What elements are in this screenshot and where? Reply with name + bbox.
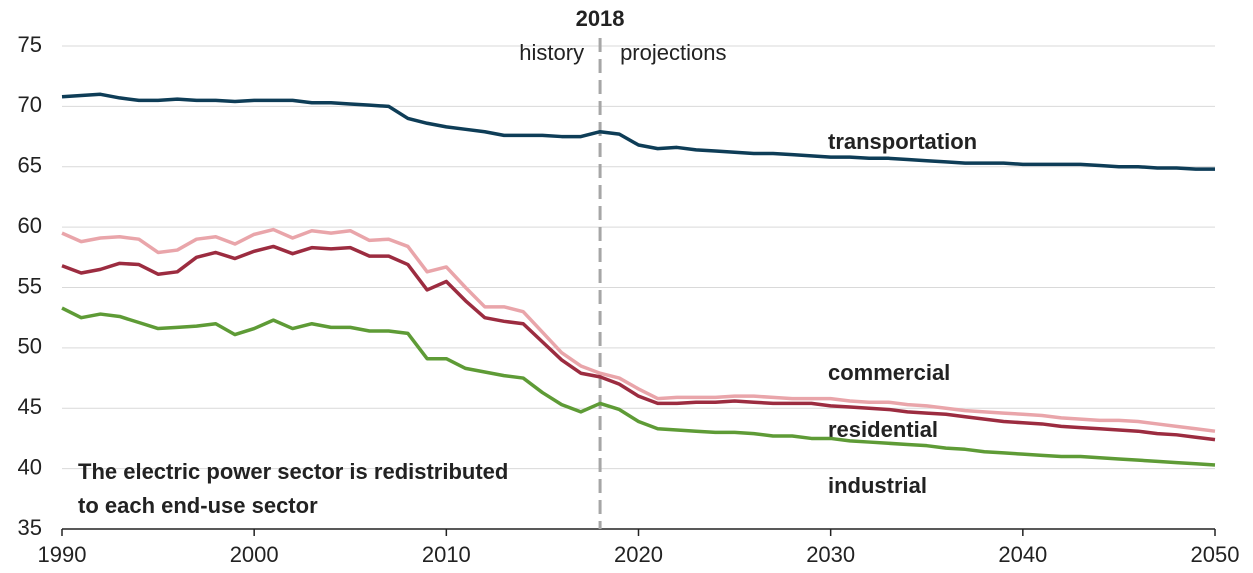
- series-label: industrial: [828, 473, 927, 498]
- y-tick-label: 35: [18, 515, 42, 540]
- y-tick-label: 45: [18, 394, 42, 419]
- y-tick-label: 75: [18, 32, 42, 57]
- x-tick-label: 2010: [422, 542, 471, 567]
- x-tick-label: 2050: [1191, 542, 1240, 567]
- x-tick-label: 1990: [38, 542, 87, 567]
- x-tick-label: 2000: [230, 542, 279, 567]
- history-label: history: [519, 40, 584, 65]
- series-label: commercial: [828, 360, 950, 385]
- series-label: residential: [828, 417, 938, 442]
- note: The electric power sector is redistribut…: [78, 459, 508, 484]
- y-tick-label: 60: [18, 213, 42, 238]
- x-tick-label: 2030: [806, 542, 855, 567]
- y-tick-label: 70: [18, 92, 42, 117]
- y-tick-label: 65: [18, 153, 42, 178]
- y-tick-label: 50: [18, 334, 42, 359]
- x-tick-label: 2040: [998, 542, 1047, 567]
- projections-label: projections: [620, 40, 726, 65]
- divider-label: 2018: [576, 6, 625, 31]
- x-tick-label: 2020: [614, 542, 663, 567]
- series-line: [61, 227, 1216, 433]
- series-line: [61, 92, 1215, 171]
- series-line: [61, 244, 1216, 442]
- y-tick-label: 55: [18, 273, 42, 298]
- series-label: transportation: [828, 129, 977, 154]
- y-tick-label: 40: [18, 454, 42, 479]
- series-line: [61, 306, 1216, 467]
- note: to each end-use sector: [78, 493, 318, 518]
